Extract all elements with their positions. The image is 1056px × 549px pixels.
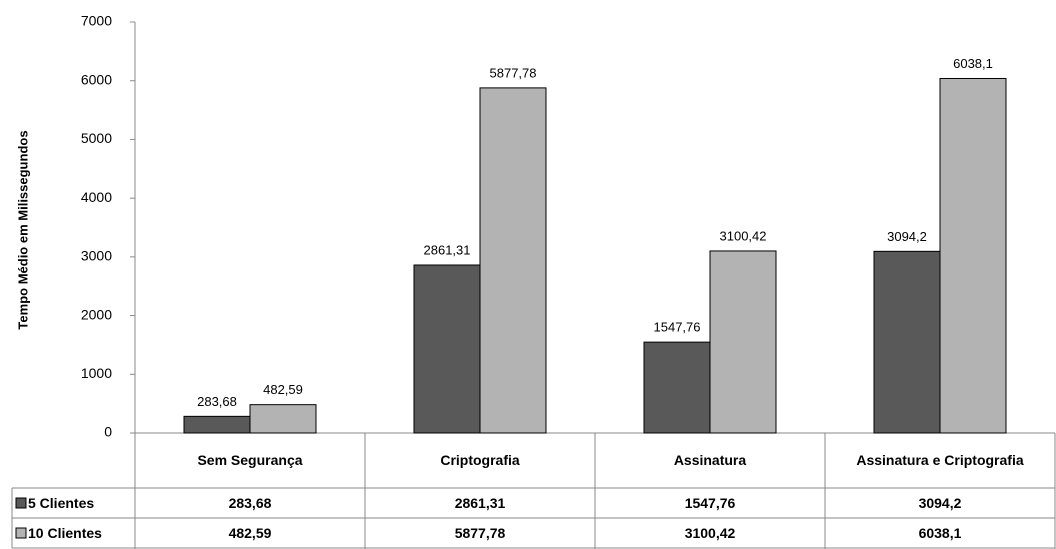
bar xyxy=(939,77,1007,434)
value-label: 6038,1 xyxy=(953,56,993,71)
table-value: 2861,31 xyxy=(454,494,506,511)
bar xyxy=(709,250,777,434)
table-value: 1547,76 xyxy=(684,494,736,511)
value-label: 3094,2 xyxy=(887,229,927,244)
value-label: 482,59 xyxy=(263,382,303,397)
category-label: Assinatura e Criptografia xyxy=(856,452,1024,469)
y-tick-label: 1000 xyxy=(81,365,112,381)
legend-label: 5 Clientes xyxy=(28,494,95,511)
legend-key xyxy=(15,497,27,509)
value-label: 283,68 xyxy=(197,394,237,409)
category-label: Criptografia xyxy=(440,452,520,469)
legend-key xyxy=(15,527,27,539)
y-tick-label: 6000 xyxy=(81,71,112,87)
y-tick-label: 2000 xyxy=(81,306,112,322)
y-tick-label: 7000 xyxy=(81,13,112,29)
table-value: 482,59 xyxy=(228,524,272,541)
bar xyxy=(479,87,547,434)
table-value: 5877,78 xyxy=(454,524,506,541)
bar xyxy=(643,341,711,434)
category-label: Assinatura xyxy=(673,452,747,469)
value-label: 3100,42 xyxy=(720,228,767,243)
value-label: 2861,31 xyxy=(424,242,471,257)
y-tick-label: 3000 xyxy=(81,248,112,264)
table-value: 3100,42 xyxy=(684,524,736,541)
legend-label: 10 Clientes xyxy=(28,524,102,541)
table-value: 3094,2 xyxy=(918,494,962,511)
table-value: 283,68 xyxy=(228,494,272,511)
bar xyxy=(249,404,317,434)
category-label: Sem Segurança xyxy=(197,452,303,469)
bar xyxy=(413,264,481,434)
value-label: 1547,76 xyxy=(654,320,701,335)
bar xyxy=(183,415,251,434)
bar xyxy=(873,250,941,434)
y-tick-label: 0 xyxy=(104,424,112,440)
y-tick-label: 5000 xyxy=(81,130,112,146)
table-value: 6038,1 xyxy=(918,524,962,541)
y-axis-label: Tempo Médio em Milissegundos xyxy=(15,130,30,329)
y-tick-label: 4000 xyxy=(81,189,112,205)
value-label: 5877,78 xyxy=(490,65,537,80)
